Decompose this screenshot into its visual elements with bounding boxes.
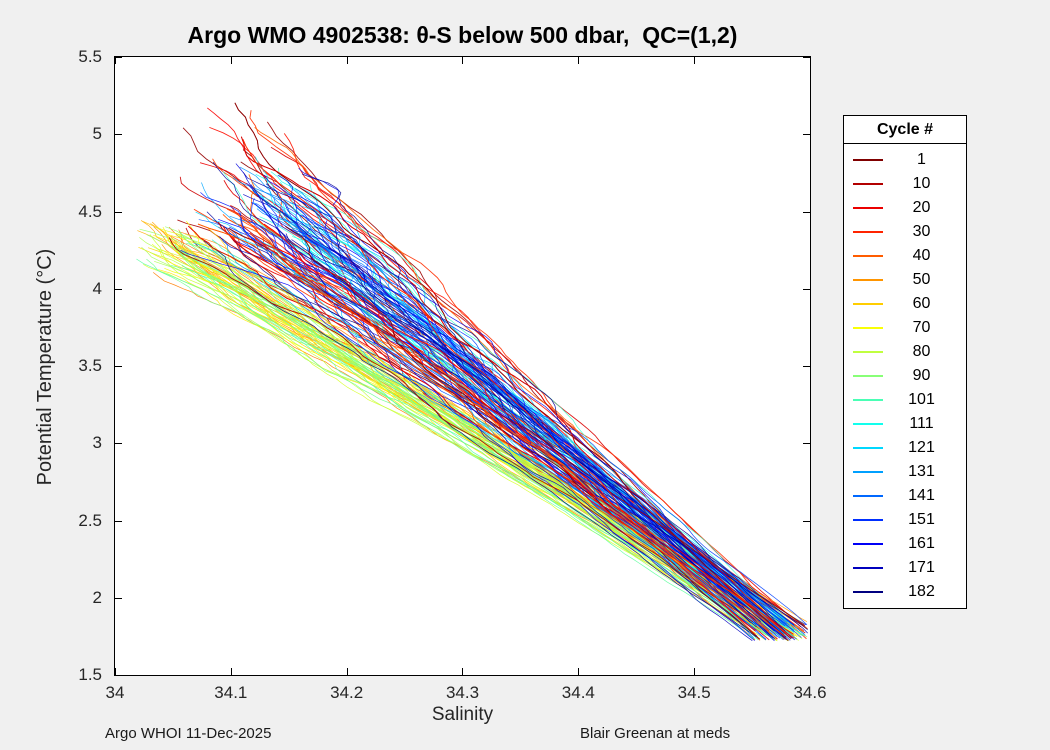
- legend-cycle-label: 121: [908, 439, 935, 456]
- legend-cycle-label: 131: [908, 463, 935, 480]
- legend-line-swatch: [853, 591, 883, 593]
- legend-entry: 141: [844, 484, 966, 508]
- legend-entry: 151: [844, 508, 966, 532]
- legend-line-swatch: [853, 303, 883, 305]
- legend-cycle-label: 171: [908, 559, 935, 576]
- legend-entry: 90: [844, 364, 966, 388]
- legend-line-swatch: [853, 447, 883, 449]
- legend-cycle-label: 20: [912, 199, 931, 216]
- legend-entry: 182: [844, 580, 966, 604]
- legend-entry: 70: [844, 316, 966, 340]
- legend-entry: 40: [844, 244, 966, 268]
- y-tick-label: 4: [92, 278, 102, 298]
- legend-line-swatch: [853, 207, 883, 209]
- footer-credit-left: Argo WHOI 11-Dec-2025: [105, 725, 272, 742]
- x-tick-label: 34: [105, 683, 125, 702]
- legend-line-swatch: [853, 567, 883, 569]
- legend-cycle-label: 30: [912, 223, 931, 240]
- legend-line-swatch: [853, 255, 883, 257]
- x-tick-label: 34.1: [214, 683, 248, 702]
- legend-cycle-label: 60: [912, 295, 931, 312]
- legend-entry: 30: [844, 220, 966, 244]
- x-tick-label: 34.6: [793, 683, 827, 702]
- legend-line-swatch: [853, 519, 883, 521]
- legend-entry: 60: [844, 292, 966, 316]
- legend-cycle-label: 151: [908, 511, 935, 528]
- plot-area: [114, 56, 811, 676]
- legend-cycle-label: 10: [912, 175, 931, 192]
- legend-line-swatch: [853, 423, 883, 425]
- y-tick-label: 3.5: [78, 356, 102, 375]
- legend-cycle-label: 101: [908, 391, 935, 408]
- x-tick-label: 34.2: [330, 683, 364, 702]
- y-tick-label: 2.5: [78, 510, 102, 530]
- x-axis-label: Salinity: [431, 704, 494, 725]
- legend-entry: 10: [844, 172, 966, 196]
- x-tick-label: 34.4: [561, 683, 595, 702]
- plot-title: Argo WMO 4902538: θ-S below 500 dbar, QC…: [187, 22, 738, 48]
- legend-cycle-label: 90: [912, 367, 931, 384]
- legend-entry: 171: [844, 556, 966, 580]
- legend-cycle-label: 161: [908, 535, 935, 552]
- y-tick-label: 4.5: [78, 201, 102, 221]
- legend-cycle-label: 141: [908, 487, 935, 504]
- y-tick-label: 3: [92, 433, 102, 453]
- y-tick-label: 2: [92, 587, 102, 607]
- legend-line-swatch: [853, 183, 883, 185]
- legend-entry: 1: [844, 148, 966, 172]
- legend-entry: 121: [844, 436, 966, 460]
- legend-entry: 131: [844, 460, 966, 484]
- legend-line-swatch: [853, 471, 883, 473]
- x-tick-label: 34.5: [677, 683, 711, 702]
- legend-cycle-label: 40: [912, 247, 931, 264]
- legend-entry: 80: [844, 340, 966, 364]
- legend-cycle-label: 80: [912, 343, 931, 360]
- legend-line-swatch: [853, 351, 883, 353]
- legend-cycle-label: 111: [909, 415, 934, 432]
- legend-line-swatch: [853, 543, 883, 545]
- legend-entry: 111: [844, 412, 966, 436]
- legend-cycle-label: 50: [912, 271, 931, 288]
- legend-line-swatch: [853, 399, 883, 401]
- legend-entry: 50: [844, 268, 966, 292]
- legend-line-swatch: [853, 231, 883, 233]
- legend-entry: 161: [844, 532, 966, 556]
- footer-credit-right: Blair Greenan at meds: [580, 725, 731, 742]
- legend-line-swatch: [853, 495, 883, 497]
- legend-line-swatch: [853, 327, 883, 329]
- legend-line-swatch: [853, 159, 883, 161]
- legend-cycle-label: 70: [912, 319, 931, 336]
- legend-title: Cycle #: [844, 116, 966, 144]
- plot-canvas: [115, 57, 810, 675]
- legend-entries: 1 10 20 30 40 50 60 70 80 90 101 111 121 131 141 151 161…: [844, 144, 966, 608]
- legend-box: Cycle # 1 10 20 30 40 50 60 70 80 90 101 111 121 131 1…: [843, 115, 967, 609]
- legend-entry: 101: [844, 388, 966, 412]
- legend-line-swatch: [853, 279, 883, 281]
- x-tick-label: 34.3: [445, 683, 480, 702]
- y-tick-label: 1.5: [78, 665, 102, 684]
- legend-cycle-label: 1: [917, 151, 926, 168]
- y-tick-label: 5.5: [78, 47, 102, 66]
- legend-cycle-label: 182: [908, 583, 935, 600]
- legend-line-swatch: [853, 375, 883, 377]
- legend-entry: 20: [844, 196, 966, 220]
- y-tick-label: 5: [92, 124, 102, 144]
